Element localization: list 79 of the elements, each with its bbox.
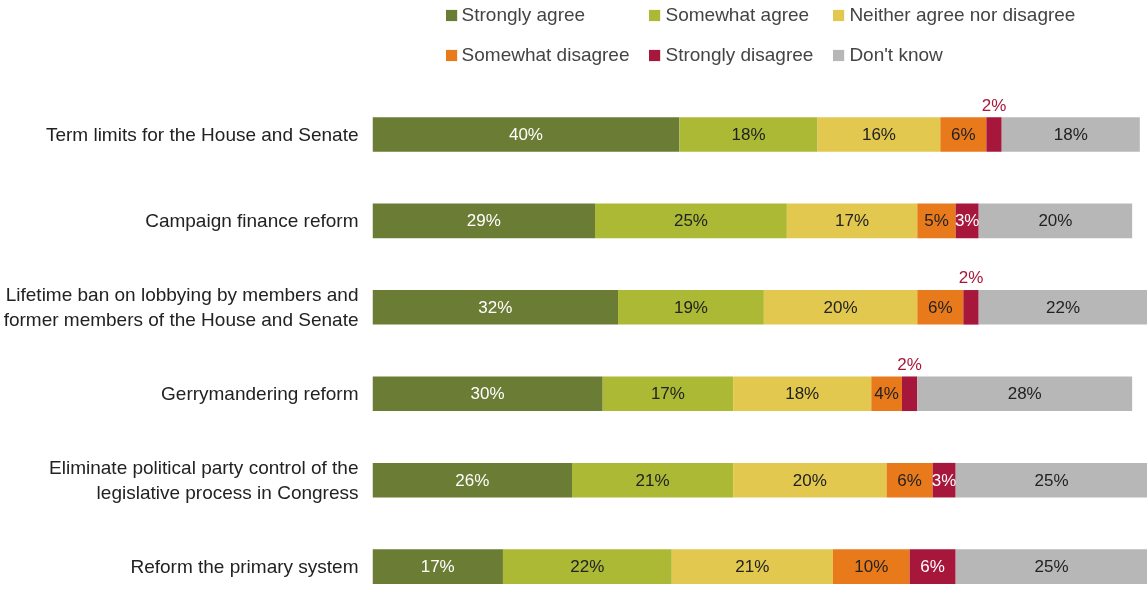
bar [372, 203, 596, 239]
bar [978, 290, 1147, 325]
data-label: 20% [823, 297, 858, 317]
bar [763, 290, 918, 325]
y-tick-label: Eliminate political party control of the legislative process in Congress [49, 457, 359, 504]
bar [955, 462, 1147, 498]
bar [372, 117, 680, 152]
data-label: 19% [673, 297, 708, 317]
bar [978, 203, 1133, 239]
data-label: 18% [785, 384, 820, 404]
data-label: 32% [478, 297, 513, 317]
data-label: 25% [1034, 470, 1069, 490]
legend-label: Somewhat disagree [461, 44, 630, 66]
bar [1001, 117, 1140, 152]
bar [733, 462, 887, 498]
data-label: 3% [954, 211, 980, 231]
data-label: 20% [792, 470, 827, 490]
bar [595, 203, 787, 239]
data-label: 2% [958, 268, 984, 288]
bar [502, 549, 672, 584]
bar [372, 549, 503, 584]
y-tick-label: Lifetime ban on lobbying by members and former members of the House and Senate [3, 284, 359, 331]
data-label: 21% [735, 557, 770, 577]
data-label: 4% [874, 384, 899, 404]
data-label: 2% [981, 95, 1007, 115]
bar [671, 549, 833, 584]
y-tick-label: Reform the primary system [130, 556, 359, 578]
data-label: 17% [650, 384, 685, 404]
data-label: 17% [420, 557, 455, 577]
data-label: 3% [931, 470, 957, 490]
data-label: 22% [1046, 297, 1081, 317]
bar [940, 117, 987, 152]
bar [909, 549, 956, 584]
legend-label: Don't know [849, 44, 943, 66]
data-label: 25% [673, 211, 708, 231]
bar [901, 376, 918, 412]
legend-label: Strongly agree [461, 4, 586, 26]
data-label: 5% [924, 211, 949, 231]
data-label: 6% [928, 297, 953, 317]
data-label: 10% [854, 557, 889, 577]
data-label: 6% [920, 557, 945, 577]
bar [572, 462, 734, 498]
bar [372, 376, 603, 412]
data-label: 20% [1038, 211, 1073, 231]
data-label: 18% [731, 124, 766, 144]
data-label: 17% [835, 211, 870, 231]
legend-label: Neither agree nor disagree [849, 4, 1076, 26]
bar [963, 290, 979, 325]
data-label: 28% [1007, 384, 1042, 404]
data-label: 22% [570, 557, 605, 577]
data-label: 6% [897, 470, 922, 490]
bar [618, 290, 764, 325]
bar [602, 376, 734, 412]
data-label: 29% [466, 211, 501, 231]
data-label: 40% [508, 124, 543, 144]
bar [786, 203, 918, 239]
data-label: 21% [635, 470, 670, 490]
bar [679, 117, 818, 152]
bar [372, 290, 619, 325]
data-label: 26% [455, 470, 490, 490]
y-tick-label: Gerrymandering reform [161, 383, 359, 405]
data-label: 16% [861, 124, 896, 144]
bar [917, 290, 964, 325]
bar [372, 462, 572, 498]
bar [817, 117, 941, 152]
bar [986, 117, 1002, 152]
bar [955, 549, 1147, 584]
y-tick-label: Campaign finance reform [145, 210, 359, 232]
data-label: 6% [951, 124, 976, 144]
data-label: 25% [1034, 557, 1069, 577]
data-label: 2% [897, 354, 922, 374]
data-label: 30% [470, 384, 505, 404]
bar [832, 549, 910, 584]
data-label: 18% [1053, 124, 1088, 144]
legend-label: Strongly disagree [665, 44, 814, 66]
bar [733, 376, 872, 412]
legend-label: Somewhat agree [665, 4, 810, 26]
y-tick-label: Term limits for the House and Senate [45, 123, 359, 145]
bar [917, 376, 1133, 412]
